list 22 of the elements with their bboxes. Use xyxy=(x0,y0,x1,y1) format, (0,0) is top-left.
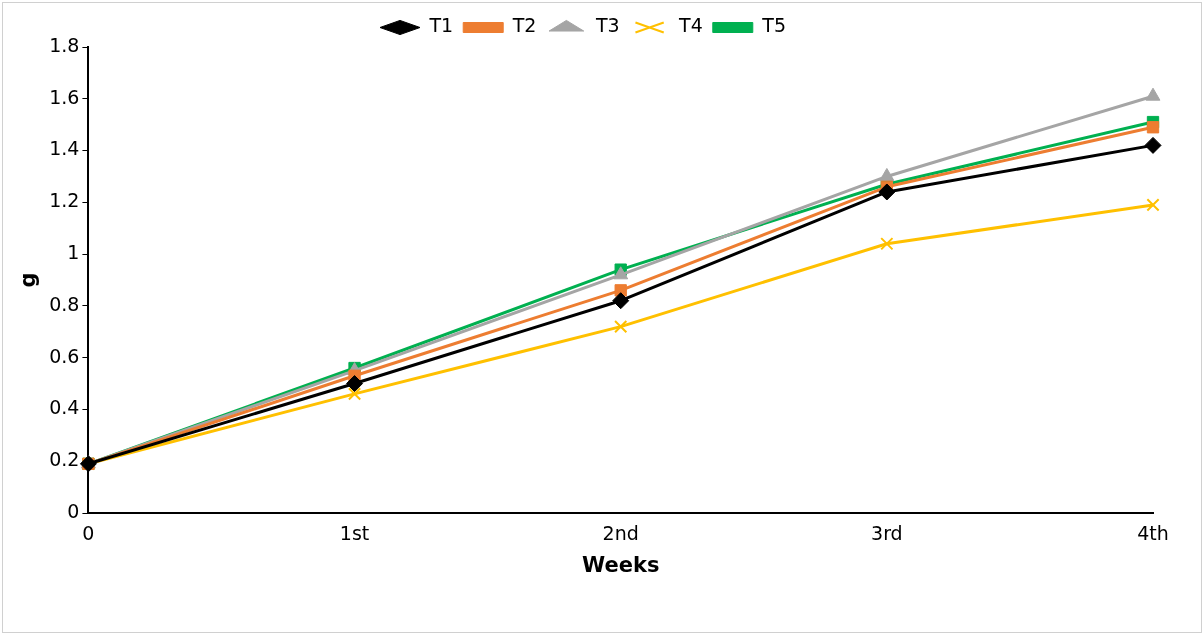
y-tick-label: 1.4 xyxy=(49,137,80,160)
y-tick-label: 0.4 xyxy=(49,396,80,419)
legend-label: T4 xyxy=(678,14,703,37)
x-tick-label: 4th xyxy=(1137,522,1169,545)
legend-label: T3 xyxy=(594,14,620,37)
legend-label: T1 xyxy=(428,14,454,37)
x-tick-label: 0 xyxy=(82,522,95,545)
y-tick-label: 1.6 xyxy=(49,85,80,108)
legend-label: T2 xyxy=(511,14,537,37)
x-tick-label: 2nd xyxy=(602,522,639,545)
x-tick-label: 1st xyxy=(339,522,370,545)
y-tick-label: 0 xyxy=(67,499,80,522)
y-tick-label: 1.2 xyxy=(49,189,80,212)
x-axis-title: Weeks xyxy=(582,552,660,577)
y-tick-label: 0.2 xyxy=(49,448,80,471)
y-tick-label: 1.8 xyxy=(49,33,80,56)
y-axis-title: g xyxy=(16,272,41,288)
y-tick-label: 1 xyxy=(67,241,80,264)
x-tick-label: 3rd xyxy=(871,522,903,545)
y-tick-label: 0.8 xyxy=(49,292,80,315)
legend-label: T5 xyxy=(761,14,786,37)
y-tick-label: 0.6 xyxy=(49,344,80,367)
